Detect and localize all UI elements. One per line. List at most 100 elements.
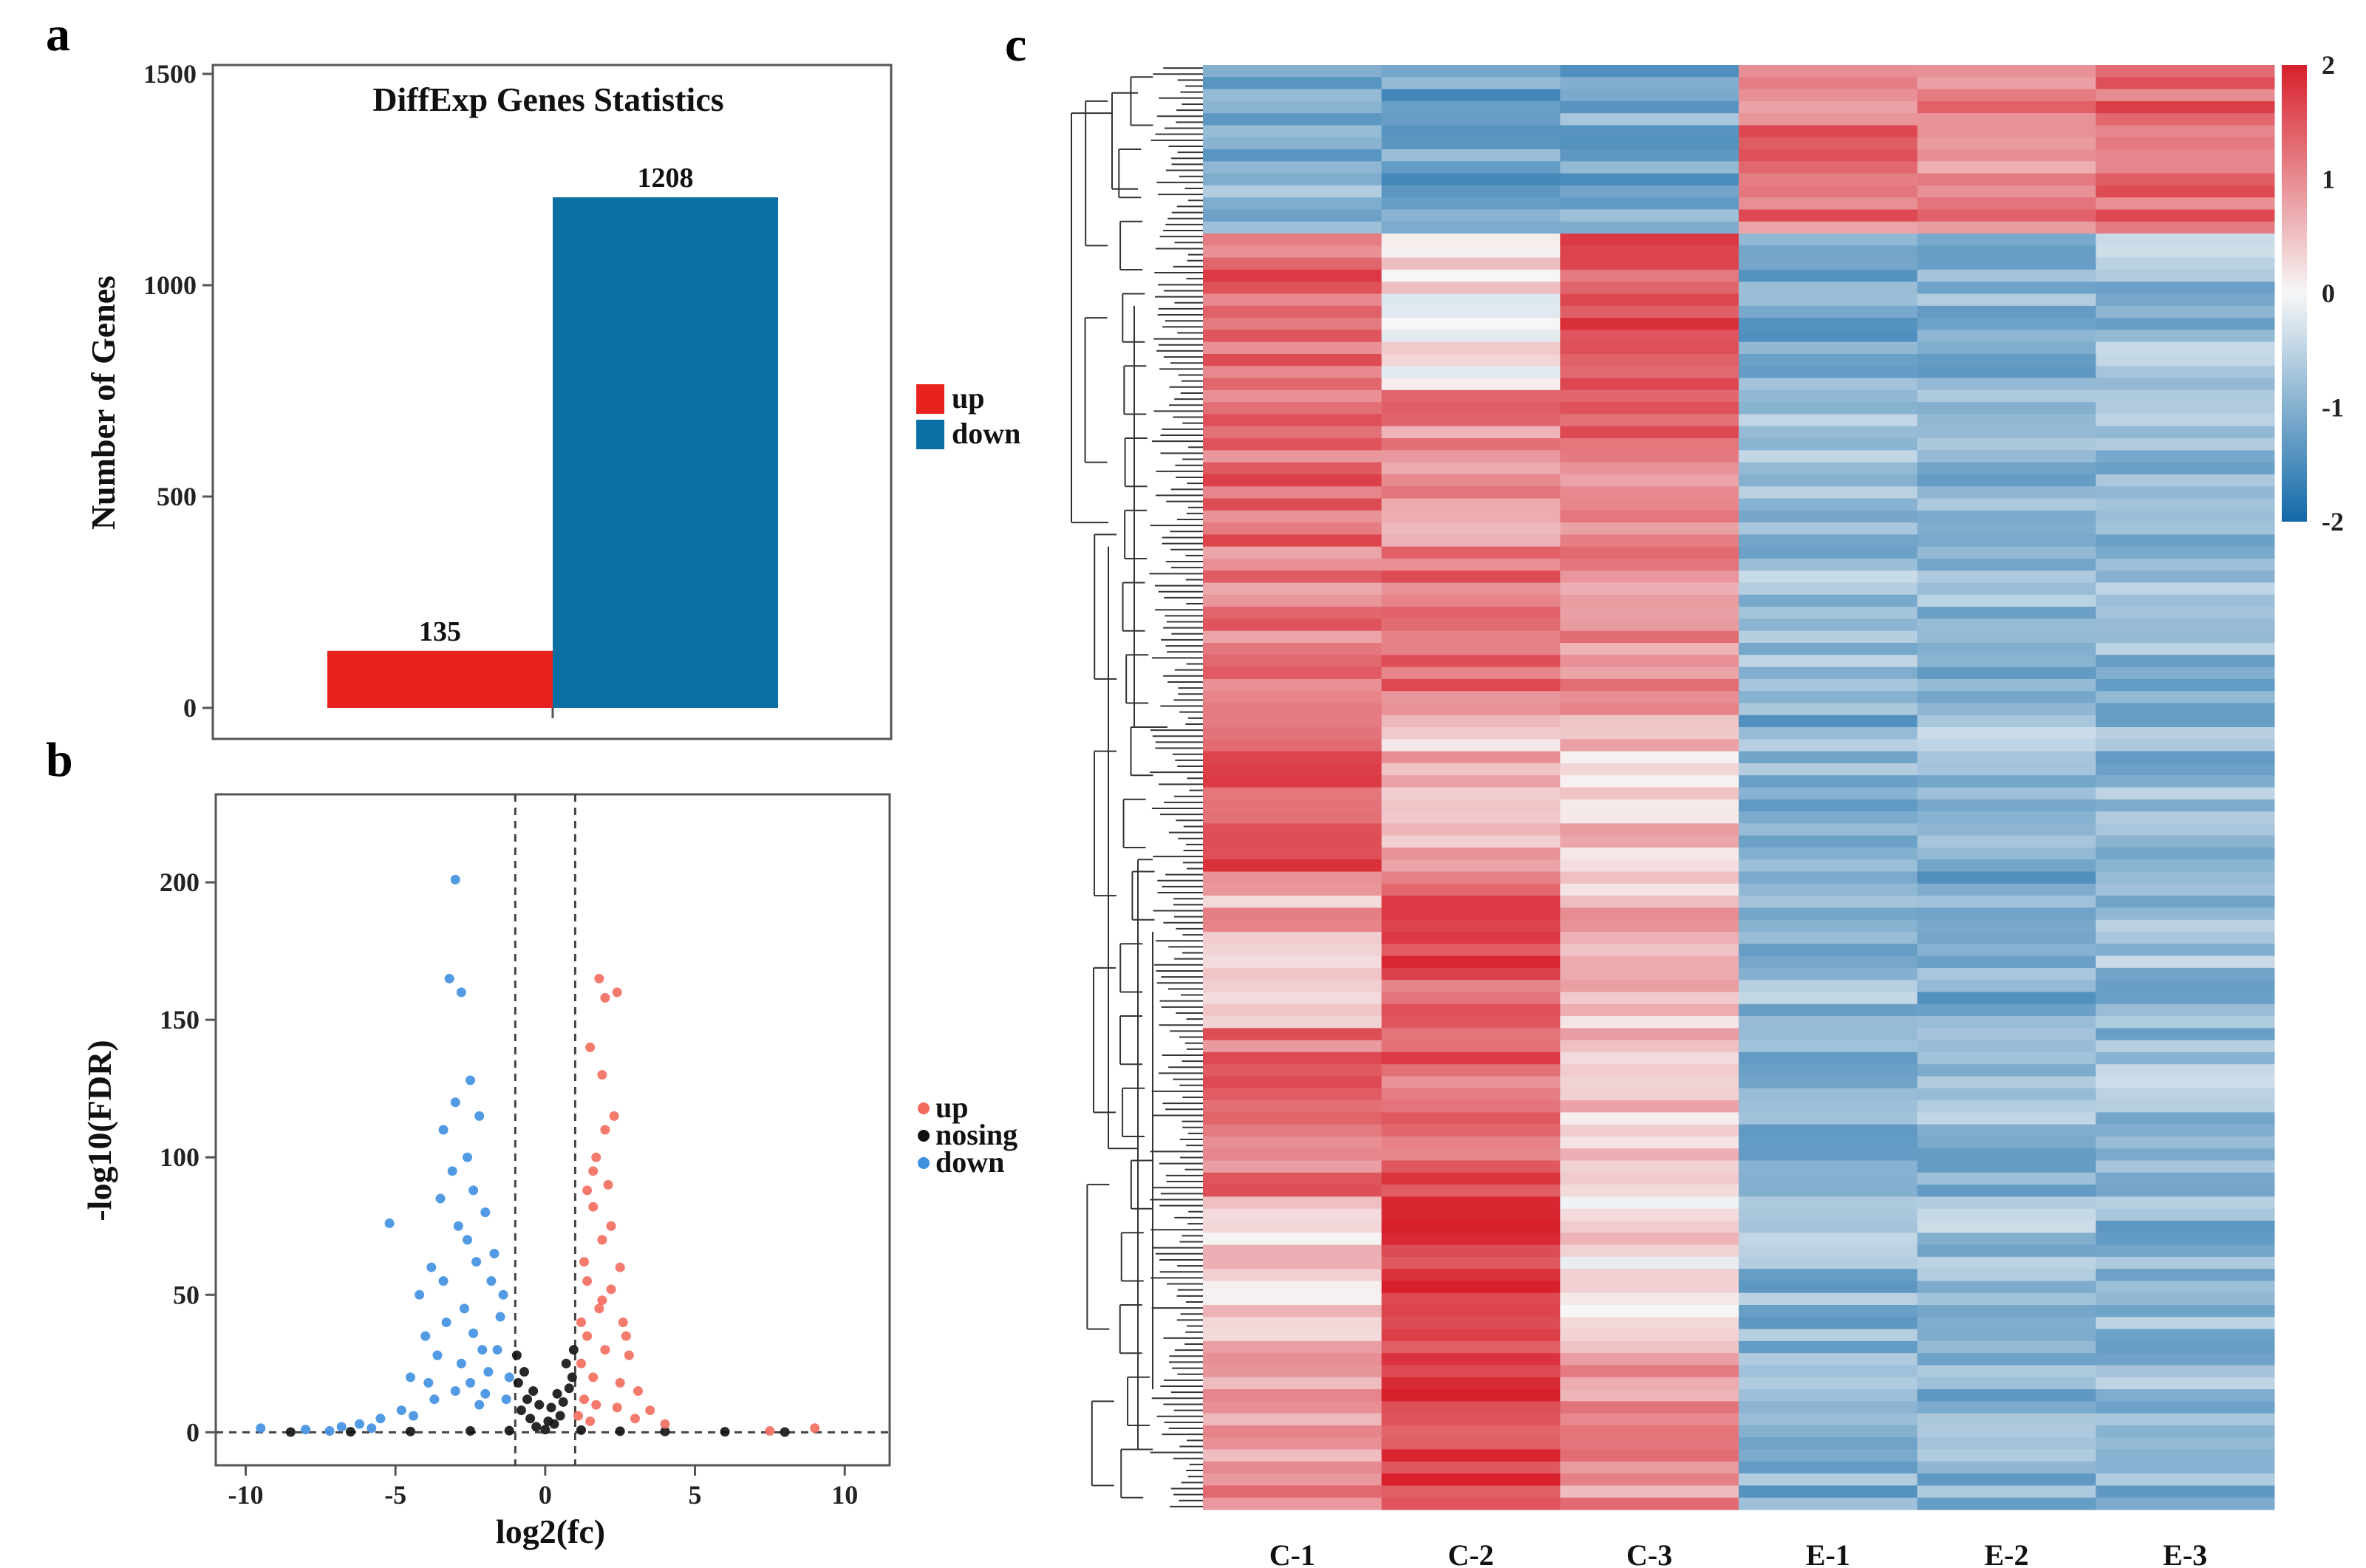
heatmap-cell — [1917, 450, 2096, 463]
heatmap-cell — [1917, 1269, 2096, 1281]
heatmap-cell — [1917, 293, 2096, 307]
heatmap-cell — [1560, 450, 1739, 463]
heatmap-cell — [1560, 618, 1739, 632]
heatmap-cell — [1203, 318, 1383, 330]
heatmap-cell — [2096, 1088, 2275, 1101]
heatmap-cell — [1560, 678, 1739, 692]
heatmap-cell — [1560, 161, 1739, 174]
heatmap-cell — [1203, 715, 1383, 728]
heatmap-cell — [1560, 799, 1739, 812]
heatmap-cell — [1560, 414, 1739, 427]
heatmap-cell — [1203, 389, 1383, 403]
heatmap-cell — [1560, 775, 1739, 788]
heatmap-cell — [1381, 462, 1561, 475]
heatmap-cell — [1203, 1208, 1383, 1221]
heatmap-cell — [1917, 1413, 2096, 1426]
point-up — [585, 1416, 596, 1426]
heatmap-cell — [2096, 1317, 2275, 1330]
heatmap-cell — [1917, 871, 2096, 884]
heatmap-cell — [1203, 1389, 1383, 1402]
heatmap-cell — [1917, 1196, 2096, 1210]
colorbar-tick-label: -1 — [2322, 393, 2344, 423]
heatmap-cell — [1381, 65, 1561, 78]
heatmap-cell — [1203, 643, 1383, 655]
heatmap-cell — [1381, 703, 1561, 716]
heatmap-cell — [2096, 1437, 2275, 1451]
heatmap-cell — [1203, 883, 1383, 896]
point-down — [405, 1372, 415, 1383]
heatmap-cell — [1560, 282, 1739, 295]
heatmap-cell — [2096, 980, 2275, 992]
point-down — [486, 1276, 497, 1286]
heatmap-cell — [1203, 1340, 1383, 1354]
heatmap-cell — [1560, 1136, 1739, 1149]
heatmap-cell — [1917, 341, 2096, 355]
heatmap-cell — [1739, 450, 1918, 463]
point-up — [588, 1166, 599, 1176]
heatmap-cell — [1917, 763, 2096, 776]
heatmap-cell — [1739, 257, 1918, 270]
heatmap-cell — [1381, 1003, 1561, 1017]
heatmap-cell — [2096, 1184, 2275, 1197]
heatmap-cell — [1560, 1148, 1739, 1162]
point-down — [375, 1414, 386, 1424]
heatmap-cell — [2096, 847, 2275, 860]
heatmap-cell — [1560, 1353, 1739, 1366]
heatmap-cell — [1917, 919, 2096, 933]
point-up — [591, 1152, 601, 1162]
heatmap-cell — [1739, 341, 1918, 355]
heatmap-cell — [1203, 1497, 1383, 1510]
heatmap-cell — [1739, 77, 1918, 90]
heatmap-cell — [1560, 305, 1739, 318]
heatmap-cell — [1917, 1256, 2096, 1269]
point-up — [597, 1235, 607, 1245]
heatmap-cell — [1917, 257, 2096, 270]
heatmap-cell — [1739, 643, 1918, 655]
heatmap-cell — [1560, 546, 1739, 559]
heatmap-cell — [1381, 691, 1561, 703]
heatmap-cell — [2096, 65, 2275, 78]
heatmap-cell — [1917, 558, 2096, 571]
point-down — [447, 1166, 457, 1176]
point-up — [582, 1276, 593, 1286]
heatmap-cell — [1739, 245, 1918, 259]
heatmap-cell — [1917, 907, 2096, 921]
bar-up — [327, 650, 553, 708]
heatmap-cell — [1739, 1040, 1918, 1053]
heatmap-cell — [1381, 1160, 1561, 1173]
heatmap-cell — [1560, 462, 1739, 475]
heatmap-cell — [2096, 185, 2275, 198]
heatmap-cell — [1917, 775, 2096, 788]
legend-label-down: down — [935, 1145, 1004, 1179]
heatmap-cell — [1203, 1425, 1383, 1438]
point-down — [441, 1317, 451, 1327]
heatmap-cell — [1917, 1076, 2096, 1089]
heatmap-cell — [1203, 932, 1383, 944]
heatmap-cell — [2096, 558, 2275, 571]
point-down — [453, 1221, 463, 1231]
heatmap-cell — [1739, 293, 1918, 307]
heatmap-cell — [1739, 1244, 1918, 1258]
point-nosing — [615, 1426, 625, 1436]
point-nosing — [780, 1427, 790, 1437]
heatmap-cell — [1203, 89, 1383, 102]
heatmap-cell — [2096, 1425, 2275, 1438]
heatmap-cell — [1203, 426, 1383, 439]
heatmap-cell — [1917, 980, 2096, 992]
heatmap-cell — [1917, 534, 2096, 548]
heatmap-cell — [1917, 582, 2096, 596]
heatmap-cell — [1917, 655, 2096, 668]
heatmap-cell — [1917, 1461, 2096, 1474]
bar-down — [553, 197, 778, 708]
heatmap-cell — [1381, 775, 1561, 788]
heatmap-cell — [1560, 1112, 1739, 1125]
heatmap-cell — [2096, 1016, 2275, 1029]
heatmap-cell — [1739, 847, 1918, 860]
heatmap-cell — [1917, 607, 2096, 619]
volcano-ylabel: -log10(FDR) — [81, 1040, 118, 1221]
point-down — [256, 1423, 266, 1434]
heatmap-cell — [1739, 510, 1918, 523]
point-down — [384, 1218, 395, 1229]
legend-dot-nosing — [918, 1130, 930, 1142]
